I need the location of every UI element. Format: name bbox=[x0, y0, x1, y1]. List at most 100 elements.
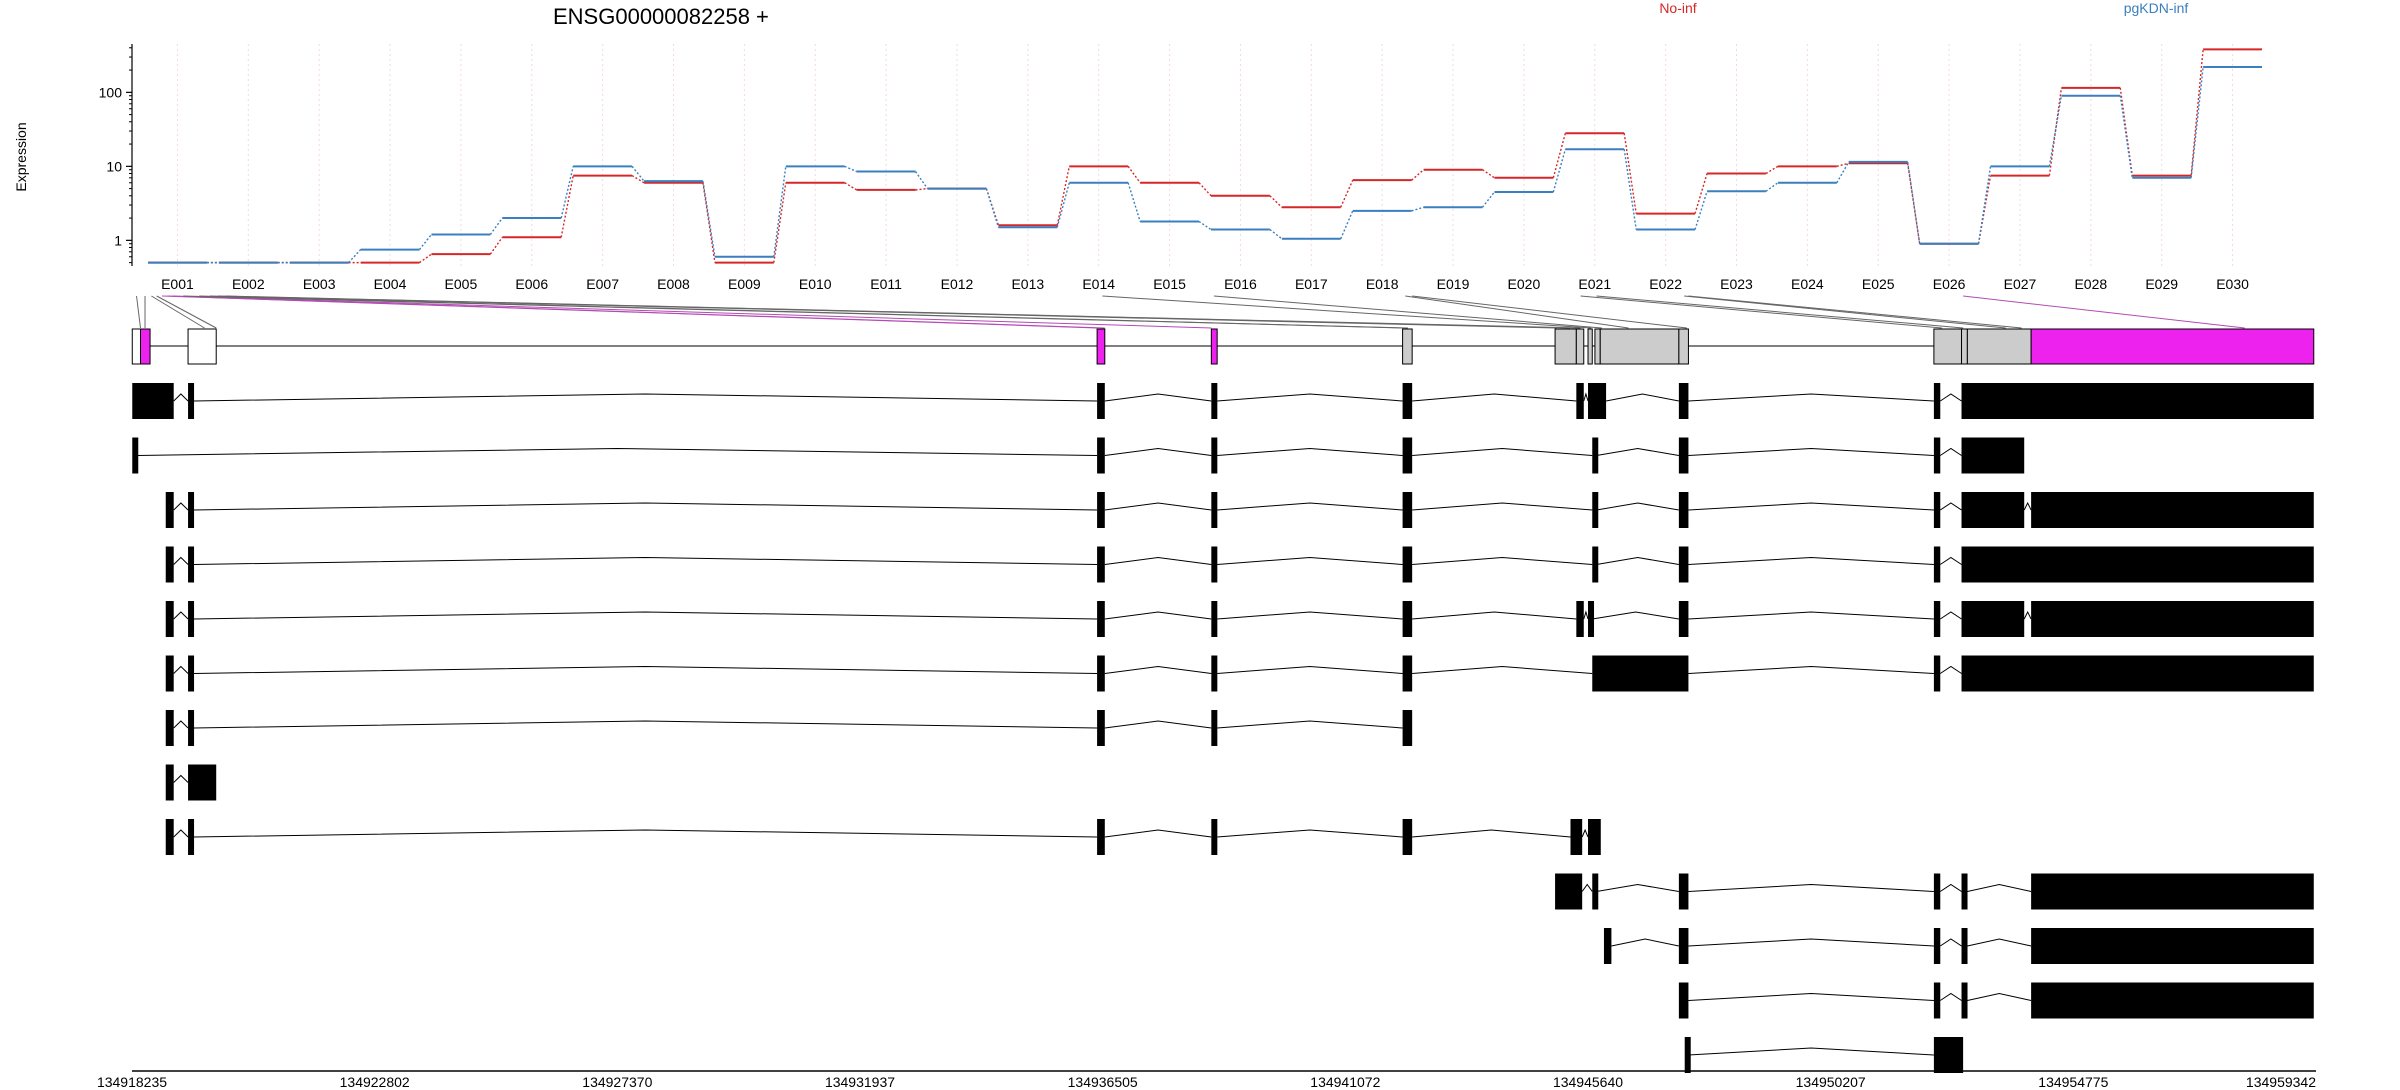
transcript-exon bbox=[1576, 601, 1584, 637]
transcript-row bbox=[165, 546, 2314, 583]
genome-tick-label: 134945640 bbox=[1553, 1074, 1623, 1090]
expression-step bbox=[1694, 191, 1708, 230]
exon-bin bbox=[1554, 328, 1577, 365]
intron-line bbox=[1939, 393, 1962, 402]
expression-step bbox=[1836, 161, 1850, 184]
intron-line bbox=[1939, 992, 1962, 1001]
expression-step bbox=[915, 187, 928, 191]
exon-bin-label: E015 bbox=[1153, 276, 1186, 292]
collapsed-gene-model bbox=[131, 328, 2315, 365]
exon-bin-label: E013 bbox=[1011, 276, 1044, 292]
transcript-exon bbox=[1961, 383, 2314, 419]
intron-line bbox=[173, 774, 189, 783]
intron-line bbox=[173, 665, 189, 674]
transcript-exon bbox=[1961, 873, 1968, 910]
genome-tick-label: 134922802 bbox=[340, 1074, 410, 1090]
transcript-exon bbox=[1097, 383, 1105, 419]
expression-step bbox=[1623, 133, 1637, 214]
exon-bin bbox=[187, 328, 217, 365]
intron-line bbox=[1104, 829, 1212, 838]
y-tick-label: 1 bbox=[114, 232, 122, 248]
vertical-grid bbox=[176, 44, 2234, 266]
transcript-exon bbox=[1678, 601, 1689, 637]
transcript-exon bbox=[165, 710, 174, 746]
transcript-exon bbox=[1588, 601, 1595, 637]
intron-line bbox=[193, 665, 1098, 674]
intron-line bbox=[173, 556, 189, 565]
bin-connector bbox=[1963, 295, 2245, 329]
intron-line bbox=[1967, 992, 2032, 1001]
expression-step bbox=[1056, 182, 1070, 228]
transcript-exon bbox=[188, 819, 195, 855]
genome-tick-label: 134931937 bbox=[825, 1074, 895, 1090]
intron-line bbox=[1217, 393, 1403, 402]
bin-connector bbox=[1102, 295, 1592, 329]
intron-line bbox=[1688, 393, 1934, 402]
exon-bin-label: E004 bbox=[374, 276, 407, 292]
exon-bin-label: E001 bbox=[161, 276, 194, 292]
transcript-exon bbox=[1678, 546, 1689, 583]
expression-step bbox=[773, 166, 787, 257]
transcript-row bbox=[165, 601, 2314, 637]
transcript-row bbox=[1678, 982, 2314, 1019]
intron-line bbox=[1412, 447, 1593, 456]
exon-bin-label: E009 bbox=[728, 276, 761, 292]
exon-bin-label: E027 bbox=[2004, 276, 2037, 292]
transcript-exon bbox=[1097, 601, 1105, 637]
intron-line bbox=[1967, 883, 2032, 892]
transcript-exon bbox=[1402, 383, 1413, 419]
transcript-exon bbox=[1570, 819, 1583, 855]
intron-line bbox=[1104, 665, 1212, 674]
exon-bin bbox=[140, 328, 151, 365]
intron-line bbox=[1104, 502, 1212, 511]
intron-line bbox=[193, 829, 1098, 838]
expression-step bbox=[419, 253, 432, 264]
intron-line bbox=[1217, 447, 1403, 456]
exon-bin-label: E025 bbox=[1862, 276, 1895, 292]
bin-connector bbox=[172, 295, 1212, 329]
intron-line bbox=[1412, 556, 1593, 565]
transcript-row bbox=[132, 437, 2025, 474]
transcript-exon bbox=[1211, 492, 1218, 528]
intron-line bbox=[193, 720, 1098, 729]
transcript-exon bbox=[1678, 873, 1689, 910]
intron-line bbox=[1596, 502, 1679, 511]
transcript-exon bbox=[165, 601, 174, 637]
expression-step bbox=[844, 182, 858, 191]
expression-step bbox=[702, 181, 716, 257]
transcript-exon bbox=[1933, 437, 1941, 474]
intron-line bbox=[137, 447, 1098, 456]
transcript-exon bbox=[1588, 383, 1607, 419]
transcript-exon bbox=[2031, 928, 2314, 964]
intron-line bbox=[1104, 393, 1212, 402]
bin-connector bbox=[1688, 295, 2022, 329]
intron-line bbox=[1939, 611, 1962, 620]
expression-step bbox=[1340, 179, 1354, 208]
expression-step bbox=[1623, 149, 1637, 230]
intron-line bbox=[193, 502, 1098, 511]
transcript-exon bbox=[1402, 655, 1413, 692]
exon-bin-label: E020 bbox=[1508, 276, 1541, 292]
transcript-exon bbox=[1402, 601, 1413, 637]
exon-bin-label: E006 bbox=[515, 276, 548, 292]
transcript-exon bbox=[1402, 437, 1413, 474]
expression-step bbox=[2048, 87, 2063, 176]
intron-line bbox=[1412, 665, 1593, 674]
transcript-exon bbox=[1211, 437, 1218, 474]
expression-step bbox=[489, 217, 503, 235]
expression-step bbox=[1765, 182, 1779, 192]
transcript-exon bbox=[188, 655, 195, 692]
expression-step bbox=[1481, 191, 1496, 208]
exon-bin bbox=[1961, 328, 1968, 365]
intron-line bbox=[1412, 393, 1577, 402]
intron-line bbox=[2023, 610, 2032, 620]
transcript-exon bbox=[1402, 492, 1413, 528]
transcript-row bbox=[165, 492, 2314, 528]
transcript-exon bbox=[1933, 492, 1941, 528]
transcript-exon bbox=[1592, 873, 1599, 910]
exon-bin-label: E010 bbox=[799, 276, 832, 292]
transcript-exon bbox=[1097, 437, 1105, 474]
intron-line bbox=[1939, 447, 1962, 456]
transcript-exon bbox=[188, 492, 195, 528]
